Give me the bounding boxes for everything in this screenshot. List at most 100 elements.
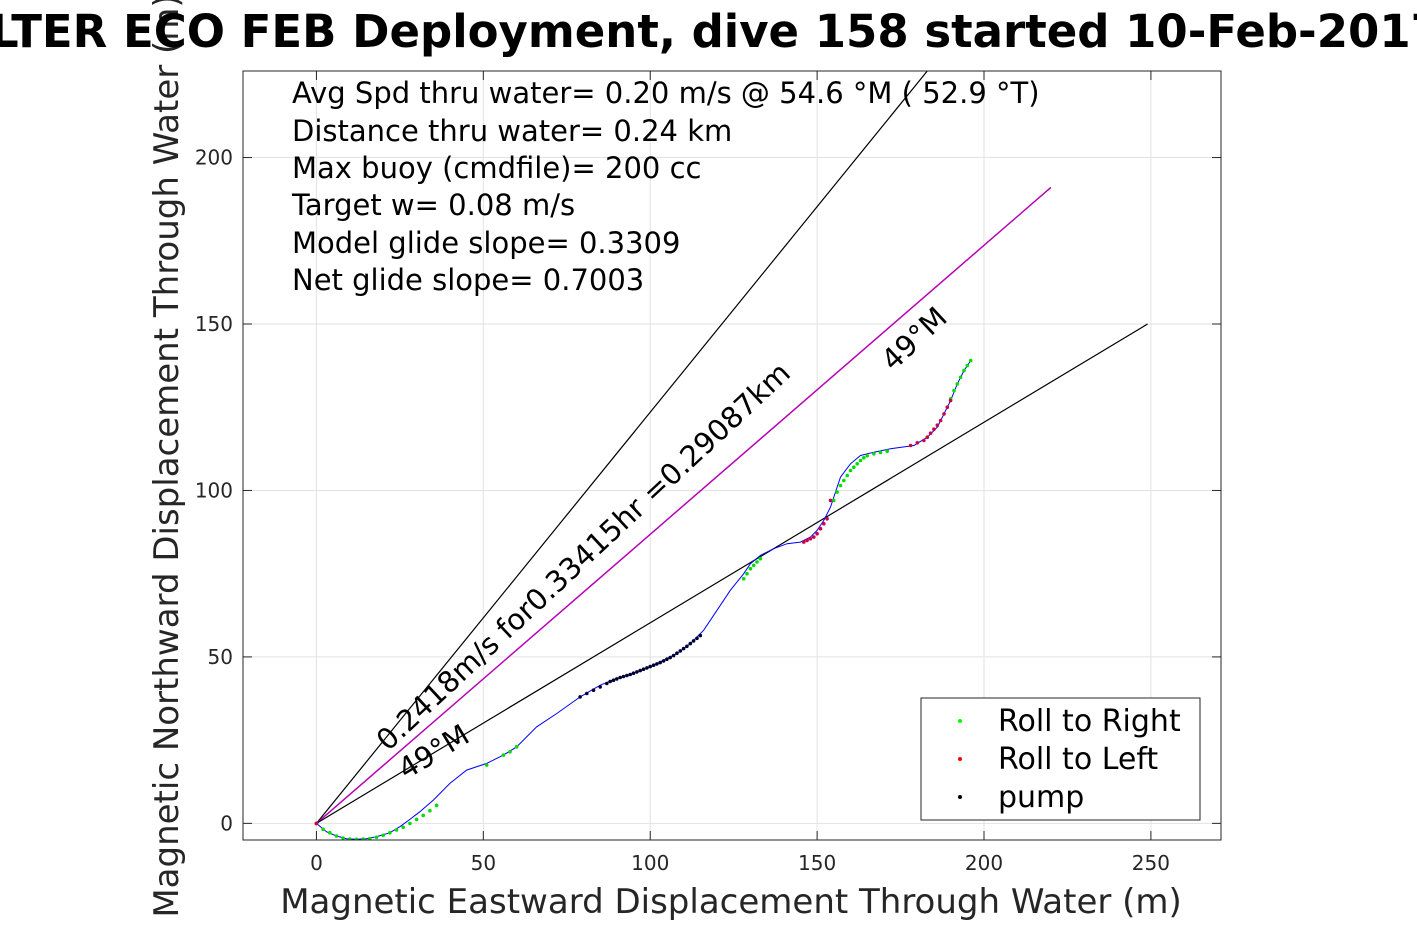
x-axis-label: Magnetic Eastward Displacement Through W… — [280, 882, 1182, 922]
roll-left-point — [942, 412, 946, 416]
pump-point — [678, 649, 683, 653]
roll-right-point — [434, 803, 439, 808]
roll-right-point — [394, 828, 399, 832]
pump-point — [681, 646, 686, 651]
info-block: Avg Spd thru water= 0.20 m/s @ 54.6 °M (… — [291, 76, 1040, 297]
roll-left-point — [314, 821, 319, 826]
pump-point — [691, 639, 696, 643]
roll-left-point — [808, 536, 813, 541]
info-line-target-w: Target w= 0.08 m/s — [291, 188, 575, 222]
legend-marker-roll-left — [958, 757, 962, 761]
roll-right-point — [334, 834, 339, 838]
roll-left-point — [828, 498, 833, 503]
pump-point — [645, 666, 649, 670]
roll-right-point — [341, 836, 345, 840]
pump-point — [675, 651, 679, 655]
pump-point — [611, 678, 616, 682]
legend-label-roll-right: Roll to Right — [998, 704, 1181, 739]
roll-right-point — [751, 563, 756, 568]
ticks: 0 50 100 150 200 250 0 50 100 150 200 — [195, 71, 1221, 875]
roll-right-point — [832, 498, 836, 503]
y-tick-label: 200 — [195, 146, 233, 170]
roll-right-point — [858, 458, 863, 463]
roll-right-point — [965, 363, 970, 368]
pump-point — [621, 674, 626, 679]
pump-point — [615, 677, 619, 681]
roll-right-point — [968, 358, 973, 363]
roll-right-point — [484, 763, 489, 767]
roll-left-point — [932, 427, 936, 432]
legend-label-roll-left: Roll to Left — [998, 742, 1158, 777]
roll-left-point — [802, 540, 806, 544]
pump-point — [688, 641, 693, 646]
pump-point — [648, 664, 652, 669]
roll-left-point — [928, 431, 933, 436]
legend-box — [920, 697, 1201, 821]
roll-right-point — [962, 368, 966, 373]
chart-title: LTER ECO FEB Deployment, dive 158 starte… — [0, 5, 1417, 58]
roll-right-point — [361, 837, 365, 840]
roll-right-point — [401, 825, 406, 830]
roll-left-point — [925, 435, 930, 440]
y-tick-label: 0 — [220, 811, 233, 835]
roll-right-point — [374, 835, 379, 840]
pump-point — [631, 671, 636, 675]
x-tick-label: 250 — [1132, 851, 1170, 875]
roll-right-point — [885, 449, 889, 454]
pump-point — [655, 662, 659, 666]
x-tick-label: 200 — [965, 851, 1003, 875]
roll-right-point — [414, 817, 419, 822]
legend-marker-pump — [958, 795, 962, 799]
pump-point — [658, 660, 662, 665]
roll-right-point — [368, 836, 372, 840]
roll-right-point — [381, 833, 386, 838]
legend-marker-roll-right — [958, 719, 962, 723]
roll-right-point — [748, 566, 753, 571]
legend-label-pump: pump — [998, 780, 1084, 815]
x-tick-label: 0 — [310, 851, 323, 875]
roll-right-point — [428, 808, 432, 813]
roll-right-point — [952, 388, 956, 393]
pump-point — [695, 636, 699, 641]
pump-point — [665, 657, 669, 661]
pump-point — [671, 653, 676, 658]
roll-right-point — [741, 576, 746, 581]
roll-right-point — [514, 745, 519, 749]
pump-point — [628, 672, 632, 677]
roll-left-point — [815, 531, 819, 536]
info-line-speed: Avg Spd thru water= 0.20 m/s @ 54.6 °M (… — [292, 76, 1040, 110]
pump-point — [638, 668, 642, 673]
roll-left-point — [938, 418, 943, 423]
roll-left-point — [805, 538, 809, 543]
roll-right-point — [838, 483, 843, 488]
roll-right-point — [872, 452, 876, 456]
info-line-distance: Distance thru water= 0.24 km — [292, 114, 732, 148]
roll-right-point — [421, 813, 426, 818]
info-line-net-glide: Net glide slope= 0.7003 — [292, 263, 644, 297]
reference-lines — [315, 71, 1148, 824]
axes-box — [242, 70, 1222, 841]
roll-right-point — [848, 468, 853, 473]
x-tick-label: 150 — [798, 851, 836, 875]
y-axis-label: Magnetic Northward Displacement Through … — [147, 0, 187, 918]
roll-right-point — [862, 456, 866, 460]
pump-point — [591, 688, 596, 692]
pump-point — [605, 681, 609, 686]
roll-right-point — [845, 473, 849, 478]
roll-left-point — [935, 423, 940, 428]
pump-point — [585, 691, 589, 696]
pump-point — [651, 663, 656, 667]
x-tick-label: 50 — [471, 851, 496, 875]
roll-right-point — [388, 830, 392, 835]
track-line-magenta — [315, 186, 1052, 824]
roll-left-point — [812, 535, 816, 539]
roll-right-point — [745, 571, 749, 576]
pump-point — [698, 633, 703, 638]
lower-heading-line — [316, 323, 1148, 824]
roll-right-point — [354, 837, 359, 840]
roll-right-point — [408, 821, 412, 826]
roll-left-point — [915, 441, 920, 445]
roll-right-point — [758, 556, 763, 561]
roll-right-point — [508, 750, 512, 754]
